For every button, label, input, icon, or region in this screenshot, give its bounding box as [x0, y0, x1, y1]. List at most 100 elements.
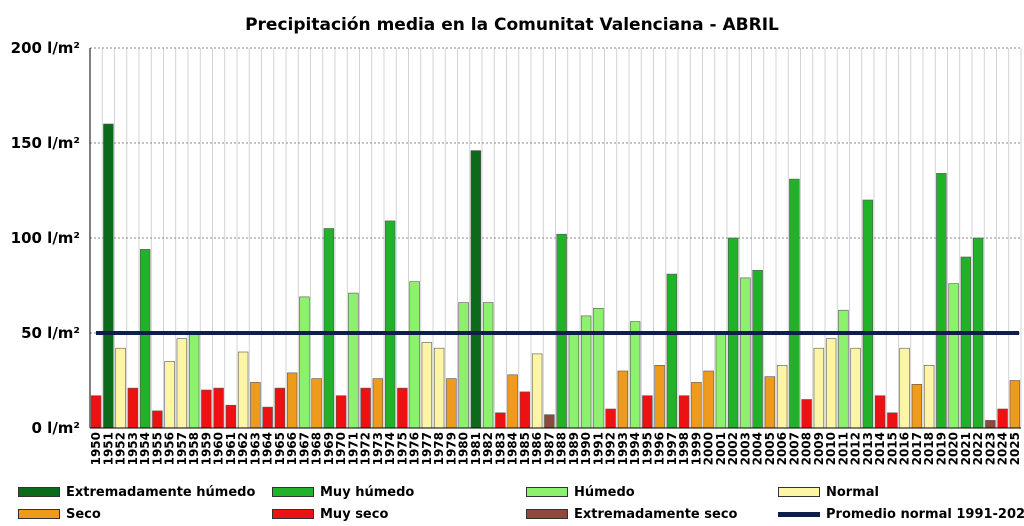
bar-1989: [568, 332, 580, 429]
x-tick-label: 1962: [236, 432, 250, 465]
x-tick-label: 1967: [297, 432, 311, 465]
x-tick-label: 2017: [910, 432, 924, 465]
x-tick-label: 1970: [334, 432, 348, 465]
bar-2019: [936, 173, 947, 429]
y-tick-label: 150 l/m²: [11, 134, 80, 152]
x-tick-label: 1951: [101, 432, 115, 465]
legend-swatch-ext-humedo: [18, 487, 60, 497]
x-tick-label: 1986: [530, 432, 544, 465]
bar-1961: [225, 404, 237, 429]
x-tick-label: 1976: [408, 432, 422, 465]
x-tick-label: 2010: [824, 432, 838, 465]
bar-2001: [715, 332, 727, 429]
bar-1993: [617, 370, 629, 429]
x-tick-label: 2002: [726, 432, 740, 465]
bar-2023: [985, 420, 996, 429]
x-tick-label: 2007: [787, 432, 801, 465]
y-axis-ticks: 0 l/m² 50 l/m² 100 l/m² 150 l/m² 200 l/m²: [11, 39, 80, 437]
x-tick-label: 1950: [89, 432, 103, 465]
x-tick-label: 1981: [469, 432, 483, 465]
x-tick-label: 1977: [420, 432, 434, 465]
bar-1982: [482, 302, 494, 429]
bar-2009: [813, 347, 825, 429]
bar-2014: [874, 395, 886, 429]
x-tick-label: 1989: [567, 432, 581, 465]
x-tick-label: 2013: [861, 432, 875, 465]
bar-1985: [519, 391, 531, 429]
x-tick-label: 1980: [457, 432, 471, 465]
bar-1957: [176, 338, 188, 429]
x-tick-label: 1973: [371, 432, 385, 465]
bar-1955: [152, 410, 163, 429]
bar-2007: [789, 178, 800, 429]
x-tick-label: 1995: [640, 432, 654, 465]
x-tick-label: 2021: [959, 432, 973, 465]
legend-label-normal: Normal: [826, 484, 879, 500]
legend-label-ext-humedo: Extremadamente húmedo: [66, 484, 256, 500]
bar-1980: [458, 302, 469, 429]
x-tick-label: 2014: [873, 432, 887, 465]
bar-1969: [323, 228, 335, 429]
legend-swatch-muy-seco: [272, 509, 314, 519]
x-tick-label: 2006: [775, 432, 789, 465]
x-tick-label: 2011: [836, 432, 850, 465]
bar-1997: [666, 273, 678, 429]
x-tick-label: 1959: [199, 432, 213, 465]
x-axis-ticks: 1950195119521953195419551956195719581959…: [89, 432, 1022, 465]
x-tick-label: 2022: [971, 432, 985, 465]
bar-1976: [409, 281, 420, 429]
bar-1971: [348, 292, 359, 429]
x-tick-label: 1975: [395, 432, 409, 465]
legend-item-muy-humedo: Muy húmedo: [272, 482, 414, 502]
bar-1994: [629, 321, 641, 429]
legend-item-normal: Normal: [778, 482, 879, 502]
x-tick-label: 1956: [163, 432, 177, 465]
x-tick-label: 1954: [138, 432, 152, 465]
x-tick-label: 1968: [310, 432, 324, 465]
legend-label-muy-seco: Muy seco: [320, 506, 389, 522]
legend-label-muy-humedo: Muy húmedo: [320, 484, 415, 500]
bar-1984: [507, 374, 518, 429]
legend-swatch-normal: [778, 487, 820, 497]
x-tick-label: 1955: [150, 432, 164, 465]
bar-2004: [752, 269, 763, 429]
x-tick-label: 2019: [934, 432, 948, 465]
bar-2018: [923, 364, 935, 429]
bar-2005: [764, 376, 776, 429]
x-tick-label: 1958: [187, 432, 201, 465]
x-tick-label: 1963: [248, 432, 262, 465]
x-tick-label: 1969: [322, 432, 336, 465]
x-tick-label: 1961: [224, 432, 238, 465]
bar-1960: [213, 387, 224, 429]
bar-1958: [188, 332, 200, 429]
x-tick-label: 2001: [714, 432, 728, 465]
x-tick-label: 1974: [383, 432, 397, 465]
x-tick-label: 1994: [628, 432, 642, 465]
legend: Extremadamente húmedo Muy húmedo Húmedo …: [0, 478, 1024, 526]
y-tick-label: 100 l/m²: [11, 229, 80, 247]
legend-swatch-ext-seco: [526, 509, 568, 519]
bar-2017: [911, 383, 923, 429]
x-tick-label: 2000: [702, 432, 716, 465]
x-tick-label: 2004: [751, 432, 765, 465]
bar-1998: [678, 395, 690, 429]
legend-label-seco: Seco: [66, 506, 101, 522]
bar-2008: [801, 399, 812, 429]
bar-2016: [899, 347, 910, 429]
x-tick-label: 2005: [763, 432, 777, 465]
x-tick-label: 1952: [114, 432, 128, 465]
bar-2006: [776, 364, 788, 429]
x-tick-label: 1985: [518, 432, 532, 465]
x-tick-label: 1992: [604, 432, 618, 465]
bar-2011: [838, 309, 849, 429]
x-tick-label: 2023: [983, 432, 997, 465]
x-tick-label: 1984: [506, 432, 520, 465]
x-tick-label: 1999: [689, 432, 703, 465]
x-tick-label: 1957: [175, 432, 189, 465]
bar-1986: [531, 353, 543, 429]
bar-1962: [237, 351, 249, 429]
x-tick-label: 1953: [126, 432, 140, 465]
legend-label-reference-line: Promedio normal 1991-2020: [826, 506, 1024, 522]
bar-1972: [360, 387, 371, 429]
x-tick-label: 2025: [1008, 432, 1022, 465]
